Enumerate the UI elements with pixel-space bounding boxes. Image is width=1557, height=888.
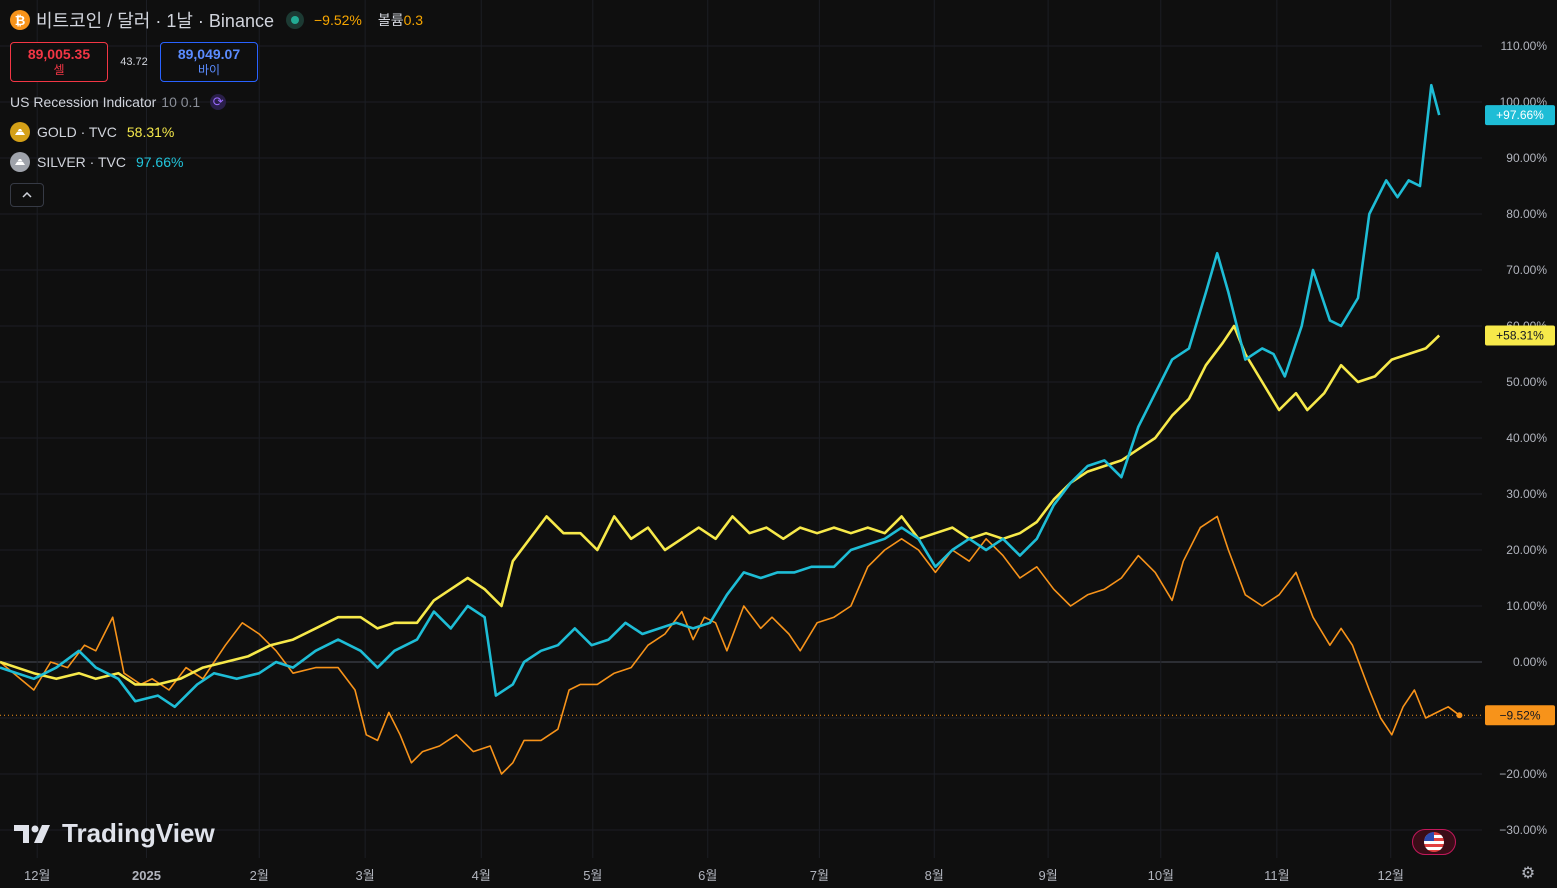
volume-value: 0.3 <box>403 12 424 28</box>
series-lines <box>0 83 1463 775</box>
bitcoin-last-point <box>1456 712 1463 719</box>
y-tick-label: 80.00% <box>1506 207 1547 221</box>
y-tick-label: 50.00% <box>1506 375 1547 389</box>
y-tick-label: −30.00% <box>1499 823 1547 837</box>
symbol-header: ₿ 비트코인 / 달러 · 1날 · Binance −9.52% 볼륨 0.3 <box>10 8 423 32</box>
trade-panel: 89,005.35 셀 43.72 89,049.07 바이 <box>10 40 423 83</box>
x-tick-label: 2월 <box>250 868 269 883</box>
gold-last-label-bg <box>1485 325 1555 346</box>
x-tick-label: 5월 <box>583 868 602 883</box>
x-axis: 12월 2025 2월 3월 4월 5월 6월 7월 8월 9월 10월 11월 12월 <box>24 868 1404 883</box>
sell-button[interactable]: 89,005.35 셀 <box>10 41 108 82</box>
gold-symbol-name: GOLD · TVC <box>37 124 117 140</box>
watermark-text: TradingView <box>62 818 215 848</box>
x-tick-label: 12월 <box>24 868 50 883</box>
y-tick-label: 10.00% <box>1506 599 1547 613</box>
indicator-params: 10 0.1 <box>161 94 201 110</box>
x-tick-label: 6월 <box>698 868 717 883</box>
y-tick-label: 0.00% <box>1513 655 1547 669</box>
buy-button[interactable]: 89,049.07 바이 <box>160 41 258 82</box>
x-tick-label: 4월 <box>472 868 491 883</box>
y-tick-label: 110.00% <box>1501 39 1548 53</box>
bitcoin-icon: ₿ <box>10 10 30 30</box>
grid-lines <box>0 0 1482 858</box>
bitcoin-last-label: −9.52% <box>1499 708 1540 722</box>
volume-label: 볼륨 <box>377 12 404 28</box>
tradingview-logo-icon <box>14 824 50 843</box>
last-value-labels: +97.66% +58.31% −9.52% <box>1485 105 1555 726</box>
y-tick-label: 20.00% <box>1506 543 1547 557</box>
silver-bars-icon <box>10 152 30 172</box>
gold-series-line <box>0 324 1441 686</box>
symbol-title[interactable]: 비트코인 / 달러 · 1날 · Binance <box>36 11 274 31</box>
buy-label: 바이 <box>197 62 221 77</box>
silver-last-label-bg <box>1485 105 1555 126</box>
sell-label: 셀 <box>53 62 65 77</box>
y-tick-label: 70.00% <box>1506 263 1547 277</box>
settings-icon[interactable]: ⚙ <box>1520 865 1536 882</box>
indicator-name: US Recession Indicator <box>10 94 157 110</box>
spread-value: 43.72 <box>120 55 148 68</box>
x-tick-label: 7월 <box>810 868 829 883</box>
y-tick-label: 90.00% <box>1506 151 1547 165</box>
chart-legend: ₿ 비트코인 / 달러 · 1날 · Binance −9.52% 볼륨 0.3… <box>10 8 423 207</box>
compare-symbol-silver[interactable]: SILVER · TVC 97.66% <box>10 147 423 177</box>
chevron-up-icon <box>22 192 32 198</box>
y-tick-label: −20.00% <box>1499 767 1547 781</box>
x-tick-label: 8월 <box>925 868 944 883</box>
flag-glyph <box>1424 832 1444 852</box>
x-tick-label: 9월 <box>1039 868 1058 883</box>
y-tick-label: 40.00% <box>1506 431 1547 445</box>
y-axis: 110.00%100.00%90.00%80.00%70.00%60.00%50… <box>1499 39 1547 837</box>
y-tick-label: 30.00% <box>1506 487 1547 501</box>
silver-symbol-name: SILVER · TVC <box>37 154 126 170</box>
us-flag-icon[interactable] <box>1412 829 1456 855</box>
bitcoin-series-line <box>0 515 1460 775</box>
tradingview-watermark[interactable]: TradingView <box>14 818 215 849</box>
silver-series-line <box>0 83 1441 709</box>
market-status-dot-icon[interactable] <box>285 11 304 29</box>
indicator-recession[interactable]: US Recession Indicator 10 0.1 ⟳ <box>10 87 423 117</box>
x-tick-label: 3월 <box>356 868 375 883</box>
x-tick-label: 10월 <box>1148 868 1174 883</box>
compare-symbol-gold[interactable]: GOLD · TVC 58.31% <box>10 117 423 147</box>
buy-price: 89,049.07 <box>177 45 241 62</box>
gold-percent: 58.31% <box>126 124 175 140</box>
price-change: −9.52% <box>313 12 362 28</box>
bitcoin-last-label-bg <box>1485 705 1555 726</box>
collapse-legend-button[interactable] <box>10 183 44 207</box>
refresh-icon[interactable]: ⟳ <box>210 94 227 110</box>
sell-price: 89,005.35 <box>27 45 91 62</box>
gold-bars-icon <box>10 122 30 142</box>
silver-last-label: +97.66% <box>1496 108 1544 122</box>
silver-percent: 97.66% <box>135 154 184 170</box>
x-tick-label: 12월 <box>1378 868 1404 883</box>
gold-last-label: +58.31% <box>1496 328 1544 342</box>
x-tick-label: 2025 <box>132 868 161 883</box>
x-tick-label: 11월 <box>1264 868 1289 883</box>
